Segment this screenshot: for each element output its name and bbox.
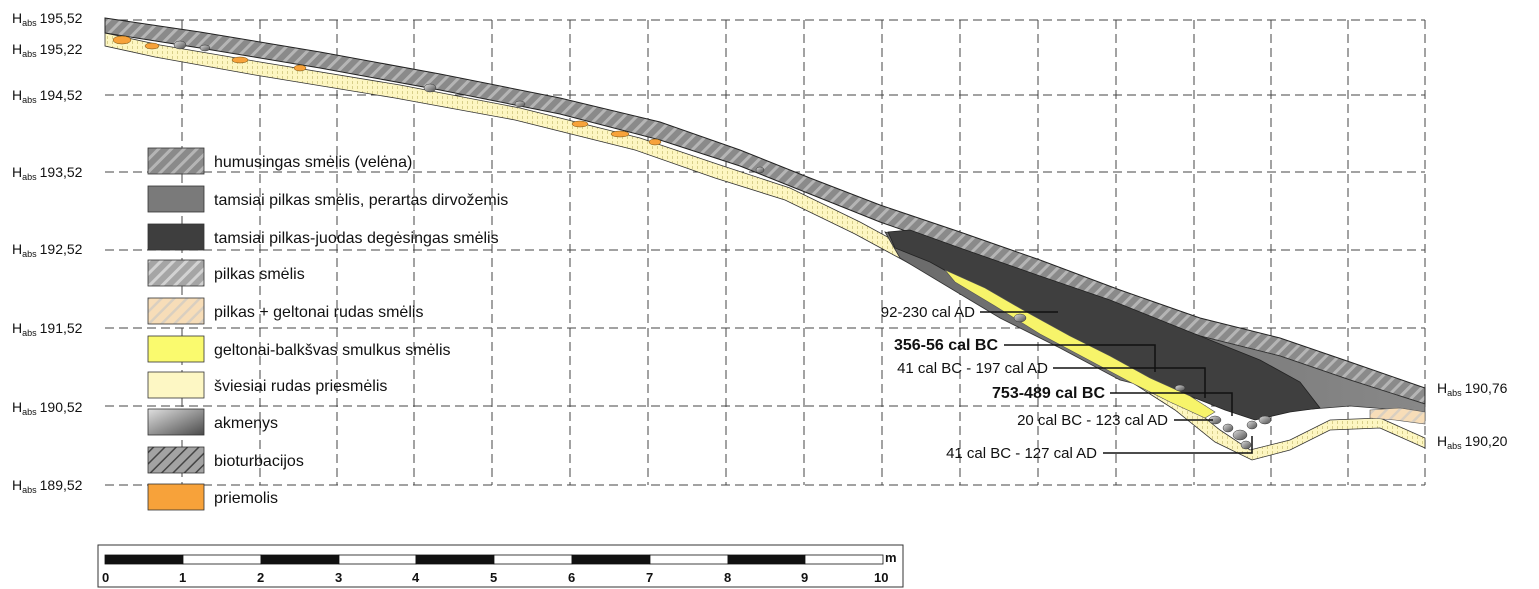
legend-box-gray-beige	[147, 297, 205, 325]
legend-box-clay	[147, 483, 205, 511]
legend-box-dark-gray	[147, 185, 205, 213]
layer-gray-beige-sand	[1369, 407, 1426, 425]
legend-label: akmenys	[214, 415, 278, 432]
legend-box-bio	[147, 446, 205, 474]
leader-line	[1004, 344, 1156, 372]
legend-box-black	[147, 223, 205, 251]
scale-tick: 4	[412, 570, 420, 585]
legend-box-humus	[147, 147, 205, 175]
scale-tick: 5	[490, 570, 497, 585]
leader-line	[1053, 367, 1206, 398]
scale-tick: 0	[102, 570, 109, 585]
legend-label: šviesiai rudas priesmėlis	[214, 378, 387, 395]
scale-tick: 8	[724, 570, 731, 585]
scale-tick: 9	[801, 570, 808, 585]
legend-box-stone	[147, 408, 205, 436]
elevation-label: Habs 192,52	[12, 241, 83, 259]
right-elevations: Habs 190,76 Habs 190,20	[1437, 380, 1508, 451]
elevation-label: Habs 191,52	[12, 320, 83, 338]
leader-line	[1110, 392, 1233, 416]
date-label: 41 cal BC - 197 cal AD	[897, 360, 1048, 377]
legend-box-gray	[147, 259, 205, 287]
elevation-label: Habs 195,22	[12, 41, 83, 59]
legend-label: geltonai-balkšvas smulkus smėlis	[214, 342, 451, 359]
scale-tick: 10	[874, 570, 888, 585]
scale-unit: m	[885, 550, 897, 565]
scale-tick: 2	[257, 570, 264, 585]
legend-label: priemolis	[214, 490, 278, 507]
scale-bar: m 0 1 2 3 4 5 6 7 8 9 10	[97, 544, 904, 588]
legend: humusingas smėlis (velėna) tamsiai pilka…	[147, 147, 508, 511]
scale-tick: 1	[179, 570, 186, 585]
legend-label: tamsiai pilkas smėlis, perartas dirvožem…	[214, 192, 508, 209]
scale-tick: 6	[568, 570, 575, 585]
date-annotations: 92-230 cal AD 356-56 cal BC 41 cal BC - …	[881, 304, 1253, 462]
elevation-label: Habs 189,52	[12, 477, 83, 495]
legend-label: pilkas smėlis	[214, 266, 305, 283]
clay-patches	[112, 35, 662, 146]
scale-tick: 7	[646, 570, 653, 585]
scale-segments	[104, 554, 884, 565]
elevation-label: Habs 194,52	[12, 87, 83, 105]
date-label: 92-230 cal AD	[881, 304, 975, 321]
legend-box-yellow	[147, 335, 205, 363]
elevation-label: Habs 190,20	[1437, 433, 1508, 451]
grid	[105, 19, 1426, 486]
elevation-label: Habs 190,76	[1437, 380, 1508, 398]
stones	[173, 40, 1272, 450]
scale-tick: 3	[335, 570, 342, 585]
date-label: 753-489 cal BC	[992, 385, 1105, 402]
legend-label: bioturbacijos	[214, 453, 304, 470]
leader-line	[1103, 436, 1253, 454]
legend-label: tamsiai pilkas-juodas degėsingas smėlis	[214, 230, 499, 247]
elevation-label: Habs 190,52	[12, 399, 83, 417]
date-label: 41 cal BC - 127 cal AD	[946, 445, 1097, 462]
date-label: 356-56 cal BC	[894, 337, 999, 354]
date-label: 20 cal BC - 123 cal AD	[1017, 412, 1168, 429]
left-elevations: Habs 195,52 Habs 195,22 Habs 194,52 Habs 193…	[12, 10, 83, 495]
profile-layers	[104, 17, 1426, 461]
legend-box-light-brown	[147, 371, 205, 399]
legend-label: pilkas + geltonai rudas smėlis	[214, 304, 423, 321]
elevation-label: Habs 195,52	[12, 10, 83, 28]
legend-label: humusingas smėlis (velėna)	[214, 154, 412, 171]
elevation-label: Habs 193,52	[12, 164, 83, 182]
